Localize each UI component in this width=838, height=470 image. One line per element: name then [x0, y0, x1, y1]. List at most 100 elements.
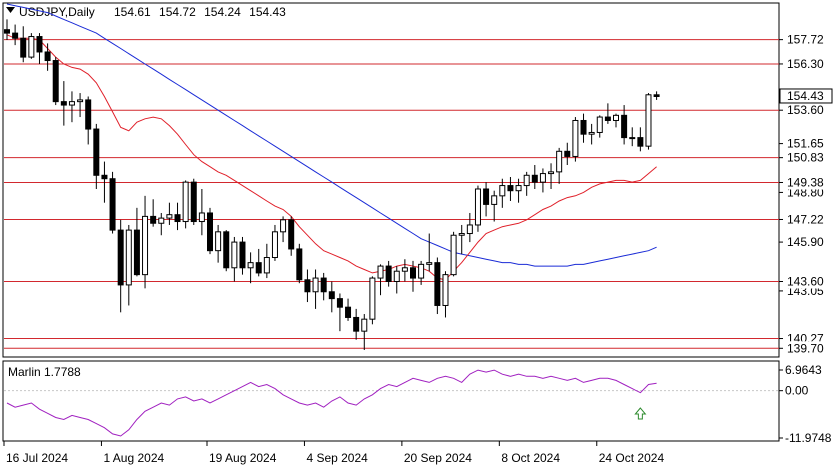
candle [507, 177, 514, 201]
date-label: 1 Aug 2024 [103, 451, 164, 465]
price-axis: 151.65148.80145.90143.05157.72156.30153.… [779, 32, 833, 445]
candle [125, 224, 132, 306]
candle-body [556, 150, 563, 173]
candle-body [336, 298, 343, 308]
candle [377, 264, 384, 296]
candle [572, 117, 579, 162]
candle [653, 91, 660, 100]
candle-body [158, 217, 165, 224]
candle [588, 123, 595, 145]
level-label-bg [780, 175, 832, 190]
candle-body [60, 101, 67, 106]
oscillator-line [6, 369, 657, 437]
candle-body [466, 224, 473, 235]
candle [474, 185, 481, 232]
candle-body [288, 219, 295, 250]
candle [190, 178, 197, 225]
candle-body [231, 241, 238, 269]
candle-body [604, 116, 611, 121]
oscillator-pane: Marlin 1.7788 [2, 360, 780, 442]
candle-body [150, 215, 157, 224]
candle-body [653, 94, 660, 97]
candle [320, 272, 327, 301]
candle-body [474, 188, 481, 226]
oscillator-axis-label: 0.00 [785, 384, 809, 398]
candle-body [645, 94, 652, 147]
candle [231, 236, 238, 282]
candle-body [36, 36, 43, 53]
candle-body [109, 178, 116, 231]
level-label: 157.72 [787, 33, 824, 47]
candle-body [44, 51, 51, 62]
candle-body [28, 36, 35, 58]
price-pane: USDJPY,Daily 154.61 154.72 154.24 154.43 [2, 2, 780, 358]
chevron-down-icon[interactable] [6, 7, 15, 13]
candle [353, 308, 360, 340]
candle [483, 182, 490, 217]
candle-body [345, 306, 352, 318]
candle-body [499, 185, 506, 197]
candle-body [12, 32, 19, 39]
candle-body [207, 212, 213, 252]
level-label-bg [780, 212, 832, 227]
candle [150, 199, 157, 227]
candle [637, 127, 644, 152]
candle-body [312, 277, 319, 293]
candle [271, 224, 278, 261]
candle [556, 147, 563, 184]
candle [458, 224, 465, 255]
date-label: 19 Aug 2024 [209, 451, 277, 465]
candle-body [393, 270, 400, 282]
candle-body [539, 173, 546, 183]
candle [142, 195, 149, 289]
candle-body [483, 188, 490, 205]
candle [336, 293, 343, 332]
candle-body [491, 195, 498, 205]
candle-body [596, 116, 603, 133]
candle [621, 105, 628, 145]
candle-body [613, 114, 619, 121]
candle [60, 81, 67, 126]
candle [4, 19, 10, 40]
ohlc-high: 154.72 [159, 5, 196, 19]
candle [198, 188, 205, 236]
candle-body [215, 231, 222, 252]
candle [296, 243, 303, 284]
candle [328, 281, 335, 313]
level-label: 149.38 [787, 175, 824, 189]
candle-body [68, 101, 75, 106]
candle [539, 168, 546, 193]
candle-body [621, 114, 628, 139]
symbol-header: USDJPY,Daily [19, 5, 95, 19]
candle [426, 233, 433, 272]
level-label: 143.60 [787, 274, 824, 288]
level-label-bg [780, 56, 832, 71]
candle [385, 260, 392, 287]
candle [499, 178, 506, 208]
candle-body [629, 137, 636, 140]
candle [288, 216, 295, 256]
candle-body [418, 263, 425, 279]
candle-body [271, 231, 278, 259]
level-label: 139.70 [787, 341, 824, 355]
candle [93, 123, 100, 189]
candle [613, 113, 619, 128]
candle-body [401, 267, 408, 272]
ohlc-close: 154.43 [249, 5, 286, 19]
candle-body [507, 185, 514, 192]
ohlc-low: 154.24 [204, 5, 241, 19]
candle [564, 142, 571, 166]
candle [68, 91, 75, 123]
price-pane-frame [2, 2, 780, 358]
candle-body [263, 257, 270, 274]
candle-body [426, 262, 433, 265]
candle-body [280, 219, 287, 233]
candle [117, 219, 124, 313]
candle [263, 243, 270, 279]
candle-body [353, 316, 360, 332]
candle [77, 93, 84, 118]
candle [158, 212, 165, 236]
candle-body [182, 181, 189, 223]
level-label-bg [780, 103, 832, 118]
level-label: 153.60 [787, 103, 824, 117]
